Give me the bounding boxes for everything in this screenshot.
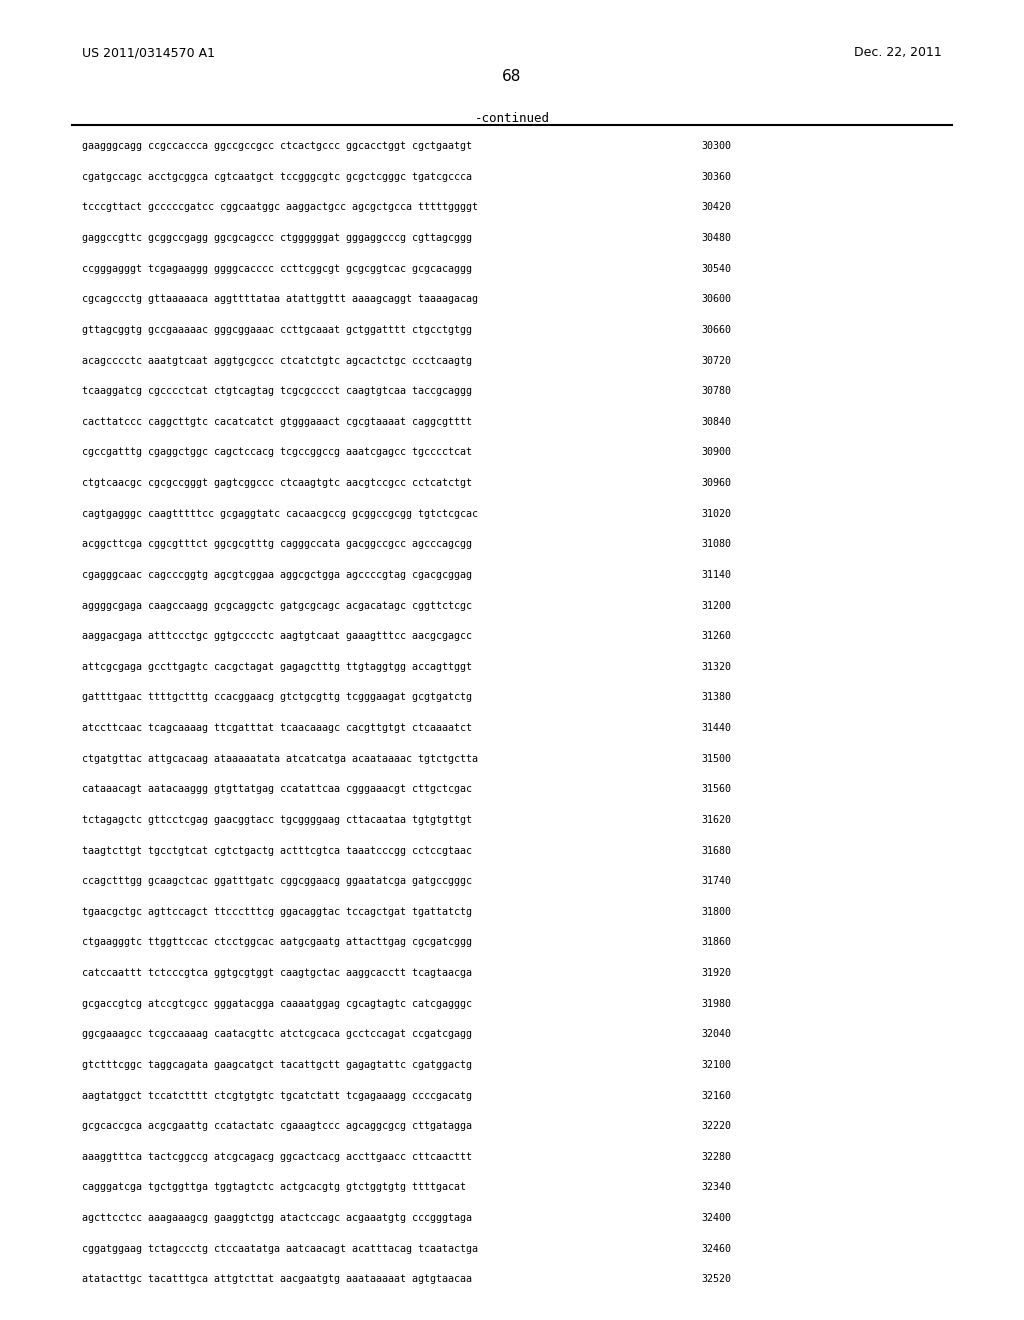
Text: 31500: 31500	[701, 754, 731, 764]
Text: 30600: 30600	[701, 294, 731, 305]
Text: 32040: 32040	[701, 1030, 731, 1039]
Text: gtctttcggc taggcagata gaagcatgct tacattgctt gagagtattc cgatggactg: gtctttcggc taggcagata gaagcatgct tacattg…	[82, 1060, 472, 1071]
Text: 30480: 30480	[701, 234, 731, 243]
Text: 31800: 31800	[701, 907, 731, 917]
Text: 31560: 31560	[701, 784, 731, 795]
Text: cggatggaag tctagccctg ctccaatatga aatcaacagt acatttacag tcaatactga: cggatggaag tctagccctg ctccaatatga aatcaa…	[82, 1243, 478, 1254]
Text: aggggcgaga caagccaagg gcgcaggctc gatgcgcagc acgacatagc cggttctcgc: aggggcgaga caagccaagg gcgcaggctc gatgcgc…	[82, 601, 472, 611]
Text: 31140: 31140	[701, 570, 731, 579]
Text: ggcgaaagcc tcgccaaaag caatacgttc atctcgcaca gcctccagat ccgatcgagg: ggcgaaagcc tcgccaaaag caatacgttc atctcgc…	[82, 1030, 472, 1039]
Text: 31920: 31920	[701, 968, 731, 978]
Text: ctgatgttac attgcacaag ataaaaatatа atcatcatga acaataaaac tgtctgctta: ctgatgttac attgcacaag ataaaaatatа atcatc…	[82, 754, 478, 764]
Text: 31080: 31080	[701, 540, 731, 549]
Text: gaagggcagg ccgccaccca ggccgccgcc ctcactgccc ggcacctggt cgctgaatgt: gaagggcagg ccgccaccca ggccgccgcc ctcactg…	[82, 141, 472, 152]
Text: 31200: 31200	[701, 601, 731, 611]
Text: 30720: 30720	[701, 355, 731, 366]
Text: 31680: 31680	[701, 846, 731, 855]
Text: 31860: 31860	[701, 937, 731, 948]
Text: aagtatggct tccatctttt ctcgtgtgtc tgcatctatt tcgagaaagg ccccgacatg: aagtatggct tccatctttt ctcgtgtgtc tgcatct…	[82, 1090, 472, 1101]
Text: 68: 68	[503, 69, 521, 83]
Text: cgccgatttg cgaggctggc cagctccacg tcgccggccg aaatcgagcc tgcccctcat: cgccgatttg cgaggctggc cagctccacg tcgccgg…	[82, 447, 472, 458]
Text: attcgcgaga gccttgagtc cacgctagat gagagctttg ttgtaggtgg accagttggt: attcgcgaga gccttgagtc cacgctagat gagagct…	[82, 661, 472, 672]
Text: cacttatccc caggcttgtc cacatcatct gtgggaaact cgcgtaaaat caggcgtttt: cacttatccc caggcttgtc cacatcatct gtgggaa…	[82, 417, 472, 426]
Text: 30900: 30900	[701, 447, 731, 458]
Text: 31620: 31620	[701, 814, 731, 825]
Text: -continued: -continued	[474, 112, 550, 125]
Text: aaaggtttca tactcggccg atcgcagacg ggcactcacg accttgaacc cttcaacttt: aaaggtttca tactcggccg atcgcagacg ggcactc…	[82, 1152, 472, 1162]
Text: tcccgttact gcccccgatcc cggcaatggc aaggactgcc agcgctgcca tttttggggt: tcccgttact gcccccgatcc cggcaatggc aaggac…	[82, 202, 478, 213]
Text: gttagcggtg gccgaaaaac gggcggaaac ccttgcaaat gctggatttt ctgcctgtgg: gttagcggtg gccgaaaaac gggcggaaac ccttgca…	[82, 325, 472, 335]
Text: 30840: 30840	[701, 417, 731, 426]
Text: cagtgagggc caagtttttcc gcgaggtatc cacaacgccg gcggccgcgg tgtctcgcac: cagtgagggc caagtttttcc gcgaggtatc cacaac…	[82, 508, 478, 519]
Text: 32400: 32400	[701, 1213, 731, 1224]
Text: 32340: 32340	[701, 1183, 731, 1192]
Text: 32220: 32220	[701, 1121, 731, 1131]
Text: 30960: 30960	[701, 478, 731, 488]
Text: 32100: 32100	[701, 1060, 731, 1071]
Text: 30780: 30780	[701, 387, 731, 396]
Text: tctagagctc gttcctcgag gaacggtacc tgcggggaag cttacaataa tgtgtgttgt: tctagagctc gttcctcgag gaacggtacc tgcgggg…	[82, 814, 472, 825]
Text: 31320: 31320	[701, 661, 731, 672]
Text: taagtcttgt tgcctgtcat cgtctgactg actttcgtca taaatcccgg cctccgtaac: taagtcttgt tgcctgtcat cgtctgactg actttcg…	[82, 846, 472, 855]
Text: 32160: 32160	[701, 1090, 731, 1101]
Text: aaggacgaga atttccctgc ggtgcccctc aagtgtcaat gaaagtttcc aacgcgagcc: aaggacgaga atttccctgc ggtgcccctc aagtgtc…	[82, 631, 472, 642]
Text: 30540: 30540	[701, 264, 731, 273]
Text: 31440: 31440	[701, 723, 731, 733]
Text: cgagggcaac cagcccggtg agcgtcggaa aggcgctgga agccccgtag cgacgcggag: cgagggcaac cagcccggtg agcgtcggaa aggcgct…	[82, 570, 472, 579]
Text: gcgaccgtcg atccgtcgcc gggatacgga caaaatggag cgcagtagtc catcgagggc: gcgaccgtcg atccgtcgcc gggatacgga caaaatg…	[82, 999, 472, 1008]
Text: cgcagccctg gttaaaaaca aggttttataa atattggttt aaaagcaggt taaaagacag: cgcagccctg gttaaaaaca aggttttataa atattg…	[82, 294, 478, 305]
Text: 31980: 31980	[701, 999, 731, 1008]
Text: cagggatcga tgctggttga tggtagtctc actgcacgtg gtctggtgtg ttttgacat: cagggatcga tgctggttga tggtagtctc actgcac…	[82, 1183, 466, 1192]
Text: ccagctttgg gcaagctcac ggatttgatc cggcggaacg ggaatatcga gatgccgggc: ccagctttgg gcaagctcac ggatttgatc cggcgga…	[82, 876, 472, 886]
Text: Dec. 22, 2011: Dec. 22, 2011	[854, 46, 942, 59]
Text: 30660: 30660	[701, 325, 731, 335]
Text: cataaacagt aatacaaggg gtgttatgag ccatattcaa cgggaaacgt cttgctcgac: cataaacagt aatacaaggg gtgttatgag ccatatt…	[82, 784, 472, 795]
Text: 31380: 31380	[701, 693, 731, 702]
Text: acggcttcga cggcgtttct ggcgcgtttg cagggccata gacggccgcc agcccagcgg: acggcttcga cggcgtttct ggcgcgtttg cagggcc…	[82, 540, 472, 549]
Text: tcaaggatcg cgcccctcat ctgtcagtag tcgcgcccct caagtgtcaa taccgcaggg: tcaaggatcg cgcccctcat ctgtcagtag tcgcgcc…	[82, 387, 472, 396]
Text: atccttcaac tcagcaaaag ttcgatttat tcaacaaagc cacgttgtgt ctcaaaatct: atccttcaac tcagcaaaag ttcgatttat tcaacaa…	[82, 723, 472, 733]
Text: 31740: 31740	[701, 876, 731, 886]
Text: tgaacgctgc agttccagct ttccctttcg ggacaggtac tccagctgat tgattatctg: tgaacgctgc agttccagct ttccctttcg ggacagg…	[82, 907, 472, 917]
Text: atatacttgc tacatttgca attgtcttat aacgaatgtg aaataaaaat agtgtaacaa: atatacttgc tacatttgca attgtcttat aacgaat…	[82, 1274, 472, 1284]
Text: 32280: 32280	[701, 1152, 731, 1162]
Text: US 2011/0314570 A1: US 2011/0314570 A1	[82, 46, 215, 59]
Text: gaggccgttc gcggccgagg ggcgcagccc ctggggggat gggaggcccg cgttagcggg: gaggccgttc gcggccgagg ggcgcagccc ctggggg…	[82, 234, 472, 243]
Text: 30360: 30360	[701, 172, 731, 182]
Text: catccaattt tctcccgtca ggtgcgtggt caagtgctac aaggcacctt tcagtaacga: catccaattt tctcccgtca ggtgcgtggt caagtgc…	[82, 968, 472, 978]
Text: 32460: 32460	[701, 1243, 731, 1254]
Text: 31020: 31020	[701, 508, 731, 519]
Text: 31260: 31260	[701, 631, 731, 642]
Text: agcttcctcc aaagaaagcg gaaggtctgg atactccagc acgaaatgtg cccgggtaga: agcttcctcc aaagaaagcg gaaggtctgg atactcc…	[82, 1213, 472, 1224]
Text: gattttgaac ttttgctttg ccacggaacg gtctgcgttg tcgggaagat gcgtgatctg: gattttgaac ttttgctttg ccacggaacg gtctgcg…	[82, 693, 472, 702]
Text: 32520: 32520	[701, 1274, 731, 1284]
Text: gcgcaccgca acgcgaattg ccatactatc cgaaagtccc agcaggcgcg cttgatagga: gcgcaccgca acgcgaattg ccatactatc cgaaagt…	[82, 1121, 472, 1131]
Text: 30420: 30420	[701, 202, 731, 213]
Text: ccgggagggt tcgagaaggg ggggcacccc ccttcggcgt gcgcggtcac gcgcacaggg: ccgggagggt tcgagaaggg ggggcacccc ccttcgg…	[82, 264, 472, 273]
Text: 30300: 30300	[701, 141, 731, 152]
Text: acagcccctc aaatgtcaat aggtgcgccc ctcatctgtc agcactctgc ccctcaagtg: acagcccctc aaatgtcaat aggtgcgccc ctcatct…	[82, 355, 472, 366]
Text: ctgaagggtc ttggttccac ctcctggcac aatgcgaatg attacttgag cgcgatcggg: ctgaagggtc ttggttccac ctcctggcac aatgcga…	[82, 937, 472, 948]
Text: cgatgccagc acctgcggca cgtcaatgct tccgggcgtc gcgctcgggc tgatcgccca: cgatgccagc acctgcggca cgtcaatgct tccgggc…	[82, 172, 472, 182]
Text: ctgtcaacgc cgcgccgggt gagtcggccc ctcaagtgtc aacgtccgcc cctcatctgt: ctgtcaacgc cgcgccgggt gagtcggccc ctcaagt…	[82, 478, 472, 488]
